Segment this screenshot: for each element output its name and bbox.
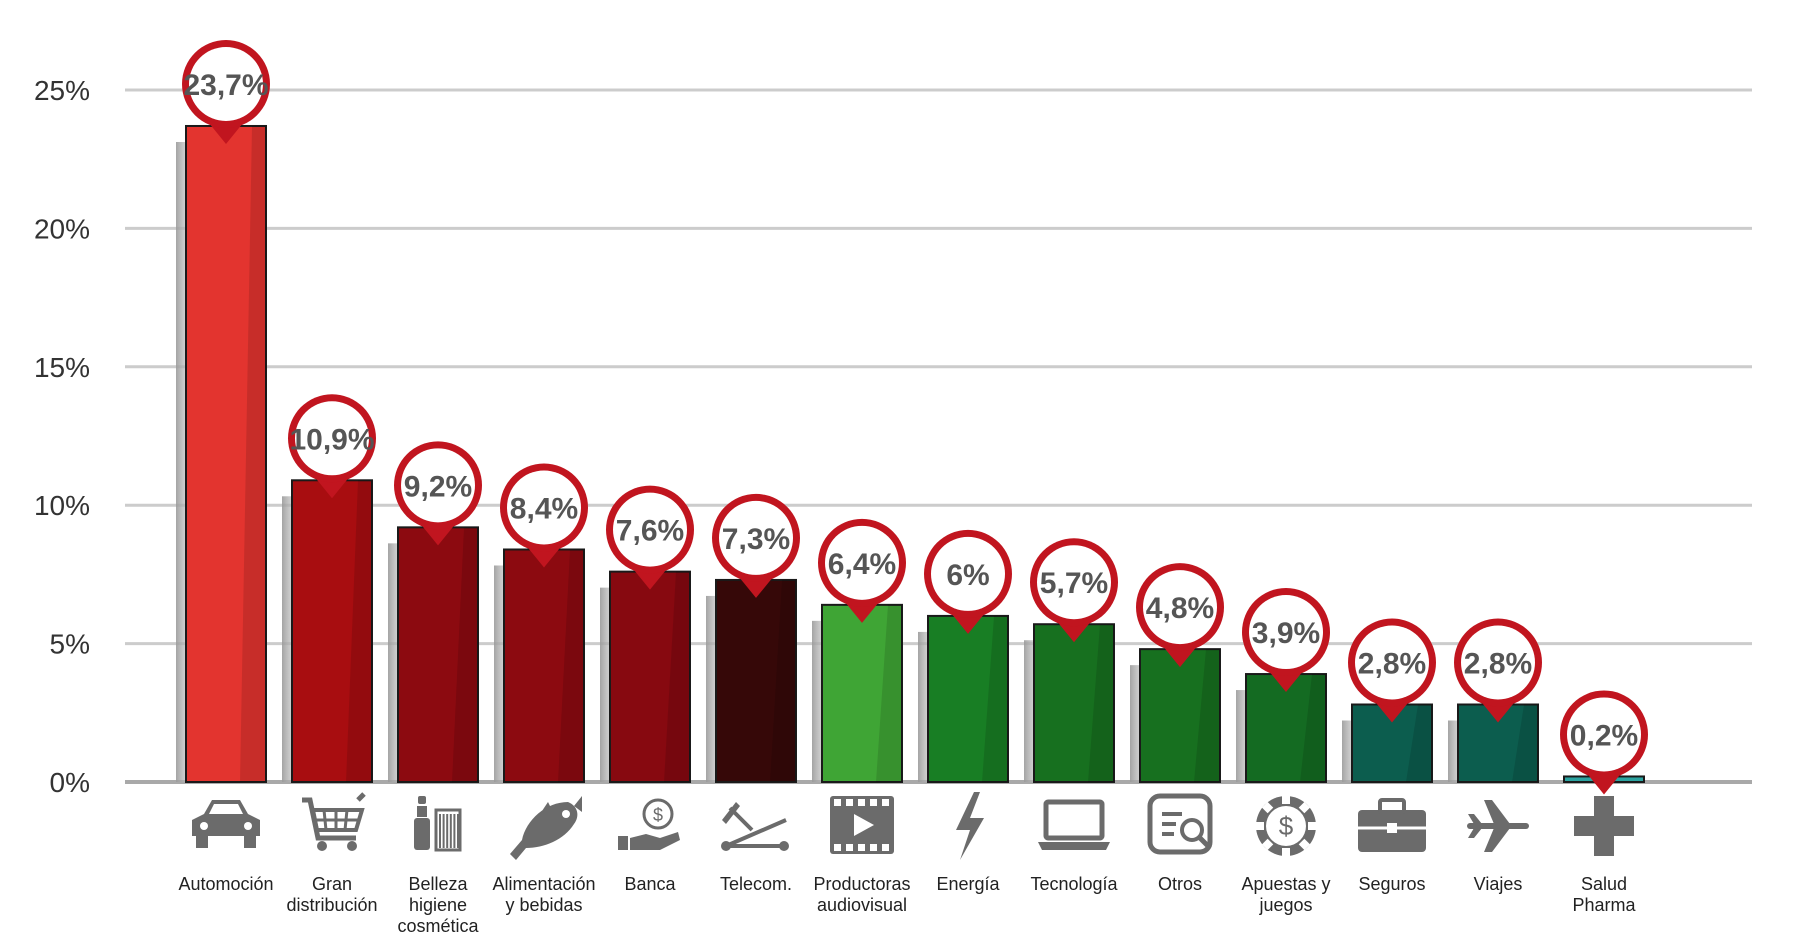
bar-facet [346, 480, 372, 782]
data-label: 6% [946, 559, 989, 592]
casino-chip-icon: $ [1256, 796, 1316, 856]
bar-facet [1300, 674, 1326, 782]
value-marker [1242, 588, 1330, 693]
lightning-icon [956, 792, 984, 860]
y-tick-label: 20% [34, 213, 90, 244]
x-tick-label: Gran [312, 874, 352, 894]
x-tick-label: Productoras [813, 874, 910, 894]
data-label: 5,7% [1040, 567, 1108, 600]
x-tick-label: audiovisual [817, 895, 907, 915]
cross-icon [1574, 796, 1634, 856]
bar [291, 479, 373, 783]
data-label: 2,8% [1358, 647, 1426, 680]
bar-facet [770, 579, 796, 782]
data-label: 6,4% [828, 548, 896, 581]
value-marker [288, 394, 376, 499]
value-marker [1030, 538, 1118, 643]
value-marker [924, 529, 1012, 634]
svg-text:$: $ [653, 805, 663, 825]
bar-facet [1512, 704, 1538, 782]
bar-facet [1406, 704, 1432, 782]
x-tick-label: Salud [1581, 874, 1627, 894]
data-label: 0,2% [1570, 719, 1638, 752]
value-marker [606, 485, 694, 590]
x-tick-label: Banca [624, 874, 676, 894]
document-search-icon [1147, 793, 1213, 855]
data-label: 8,4% [510, 492, 578, 525]
x-tick-label: cosmética [397, 916, 479, 936]
y-tick-label: 15% [34, 352, 90, 383]
value-marker [1454, 618, 1542, 723]
data-label: 3,9% [1252, 617, 1320, 650]
bar-facet [452, 527, 478, 782]
x-tick-label: Viajes [1474, 874, 1523, 894]
x-tick-label: Apuestas y [1241, 874, 1330, 894]
bar [1033, 623, 1115, 783]
telecom-icon [721, 802, 789, 851]
value-marker [1136, 563, 1224, 668]
x-tick-label: distribución [286, 895, 377, 915]
x-tick-label: Tecnología [1030, 874, 1118, 894]
x-tick-label: Pharma [1572, 895, 1636, 915]
hand-coin-icon: $ [618, 798, 680, 850]
y-tick-label: 10% [34, 490, 90, 521]
car-icon [192, 800, 260, 848]
x-tick-label: Seguros [1358, 874, 1425, 894]
bar-facet [240, 125, 266, 782]
bar-facet [1088, 624, 1114, 782]
bar [821, 603, 903, 784]
cosmetics-icon [414, 796, 462, 852]
x-tick-label: Telecom. [720, 874, 792, 894]
x-tick-label: Otros [1158, 874, 1202, 894]
data-label: 10,9% [289, 423, 374, 456]
bar [927, 614, 1009, 783]
x-tick-label: juegos [1258, 895, 1312, 915]
fish-icon [510, 796, 582, 860]
bar-facet [876, 604, 902, 782]
x-tick-label: Automoción [178, 874, 273, 894]
data-label: 2,8% [1464, 647, 1532, 680]
x-tick-label: Alimentación [492, 874, 595, 894]
value-marker [182, 39, 270, 144]
airplane-icon [1467, 800, 1529, 852]
value-marker [394, 441, 482, 546]
data-label: 23,7% [183, 69, 268, 102]
bar [185, 124, 267, 783]
x-tick-label: Energía [936, 874, 1000, 894]
shopping-cart-icon [302, 792, 366, 851]
data-label: 7,6% [616, 515, 684, 548]
laptop-icon [1038, 799, 1110, 850]
bar-facet [982, 615, 1008, 782]
bar [715, 578, 797, 783]
value-marker [1348, 618, 1436, 723]
x-tick-label: Belleza [408, 874, 468, 894]
bar-facet [558, 549, 584, 782]
data-label: 7,3% [722, 523, 790, 556]
bar [1139, 648, 1221, 783]
bar-facet [664, 571, 690, 782]
film-icon [830, 796, 894, 854]
bar [503, 548, 585, 783]
svg-text:$: $ [1279, 811, 1294, 841]
value-marker [1560, 690, 1648, 795]
data-label: 9,2% [404, 470, 472, 503]
value-marker [500, 463, 588, 568]
value-marker [712, 493, 800, 598]
y-tick-label: 0% [50, 767, 90, 798]
x-tick-label: y bebidas [505, 895, 582, 915]
bar [609, 570, 691, 784]
briefcase-icon [1358, 798, 1426, 852]
x-tick-label: higiene [409, 895, 467, 915]
bar-facet [1194, 649, 1220, 782]
data-label: 4,8% [1146, 592, 1214, 625]
y-tick-label: 25% [34, 75, 90, 106]
y-tick-label: 5% [50, 629, 90, 660]
value-marker [818, 518, 906, 623]
